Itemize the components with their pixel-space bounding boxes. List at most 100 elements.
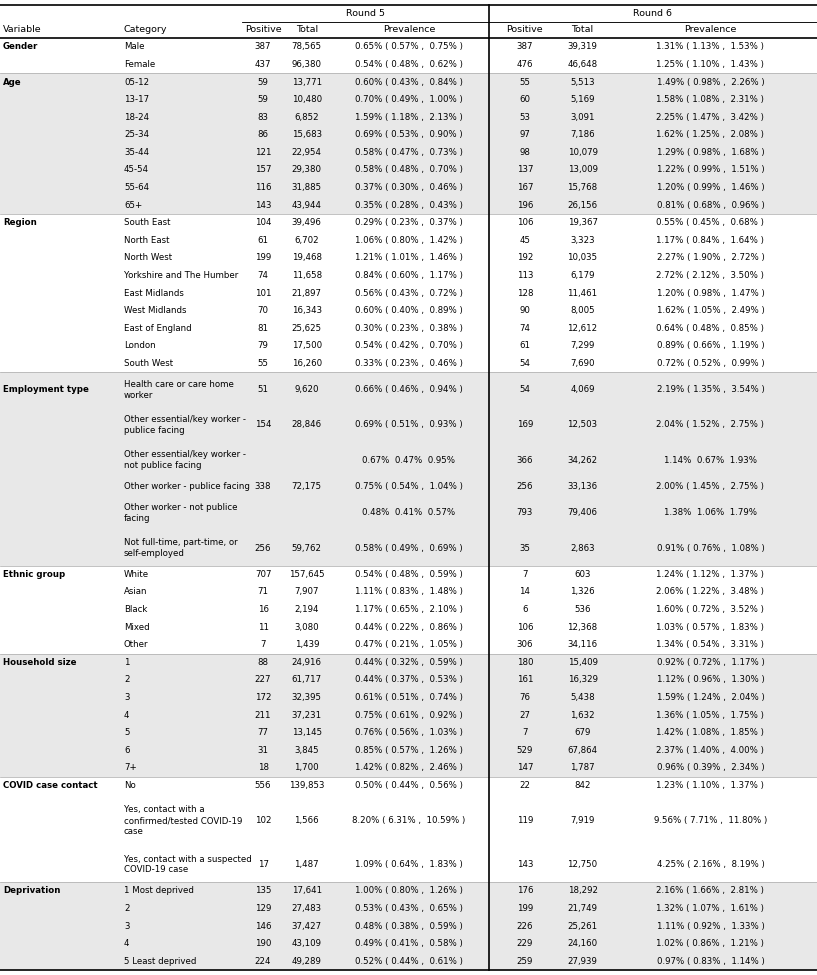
Text: 51: 51 <box>257 385 269 394</box>
Text: 0.58% ( 0.48% ,  0.70% ): 0.58% ( 0.48% , 0.70% ) <box>355 166 463 175</box>
Text: 27,939: 27,939 <box>568 956 597 965</box>
Text: 2: 2 <box>124 904 129 913</box>
Text: 2,863: 2,863 <box>570 543 595 553</box>
Text: 25-34: 25-34 <box>124 131 149 139</box>
Text: 7,919: 7,919 <box>570 816 595 825</box>
Text: Asian: Asian <box>124 588 147 597</box>
Text: 72,175: 72,175 <box>292 482 322 491</box>
Text: Female: Female <box>124 60 155 69</box>
Text: 1.42% ( 0.82% ,  2.46% ): 1.42% ( 0.82% , 2.46% ) <box>355 763 463 772</box>
Text: 74: 74 <box>257 271 269 280</box>
Text: 3,080: 3,080 <box>294 623 319 632</box>
Text: 59: 59 <box>257 96 269 104</box>
Text: 14: 14 <box>520 588 530 597</box>
Text: 1.58% ( 1.08% ,  2.31% ): 1.58% ( 1.08% , 2.31% ) <box>656 96 765 104</box>
Text: 24,916: 24,916 <box>292 658 322 667</box>
Text: 5,169: 5,169 <box>570 96 595 104</box>
Bar <box>0 372 817 408</box>
Text: 6: 6 <box>124 746 129 755</box>
Text: 0.70% ( 0.49% ,  1.00% ): 0.70% ( 0.49% , 1.00% ) <box>355 96 462 104</box>
Text: 17: 17 <box>257 860 269 869</box>
Text: 102: 102 <box>255 816 271 825</box>
Text: 3: 3 <box>124 693 129 702</box>
Text: West Midlands: West Midlands <box>124 306 186 315</box>
Text: 1.02% ( 0.86% ,  1.21% ): 1.02% ( 0.86% , 1.21% ) <box>656 939 765 948</box>
Text: 211: 211 <box>255 711 271 720</box>
Text: Prevalence: Prevalence <box>382 25 435 34</box>
Text: 1.00% ( 0.80% ,  1.26% ): 1.00% ( 0.80% , 1.26% ) <box>355 886 463 895</box>
Text: 45: 45 <box>520 236 530 245</box>
Text: 21,897: 21,897 <box>292 289 322 297</box>
Bar <box>0 688 817 706</box>
Text: 2,194: 2,194 <box>295 605 319 614</box>
Bar <box>0 337 817 355</box>
Bar <box>0 126 817 143</box>
Text: 1: 1 <box>124 658 129 667</box>
Bar <box>0 776 817 795</box>
Text: 7: 7 <box>261 641 266 649</box>
Text: 161: 161 <box>516 676 534 684</box>
Text: 27,483: 27,483 <box>292 904 322 913</box>
Text: 1.36% ( 1.05% ,  1.75% ): 1.36% ( 1.05% , 1.75% ) <box>656 711 765 720</box>
Text: 679: 679 <box>574 728 591 737</box>
Text: 18,292: 18,292 <box>568 886 597 895</box>
Text: 1.59% ( 1.24% ,  2.04% ): 1.59% ( 1.24% , 2.04% ) <box>657 693 764 702</box>
Text: 229: 229 <box>516 939 534 948</box>
Text: 31: 31 <box>257 746 269 755</box>
Bar <box>0 795 817 847</box>
Text: 1.21% ( 1.01% ,  1.46% ): 1.21% ( 1.01% , 1.46% ) <box>355 254 463 262</box>
Text: 1.23% ( 1.10% ,  1.37% ): 1.23% ( 1.10% , 1.37% ) <box>656 781 765 790</box>
Text: 101: 101 <box>255 289 271 297</box>
Bar <box>0 91 817 108</box>
Text: 0.49% ( 0.41% ,  0.58% ): 0.49% ( 0.41% , 0.58% ) <box>355 939 462 948</box>
Text: 86: 86 <box>257 131 269 139</box>
Text: 88: 88 <box>257 658 269 667</box>
Text: 12,503: 12,503 <box>568 420 597 429</box>
Text: 8,005: 8,005 <box>570 306 595 315</box>
Text: 137: 137 <box>516 166 534 175</box>
Text: Positive: Positive <box>507 25 543 34</box>
Text: Household size: Household size <box>3 658 77 667</box>
Bar <box>0 741 817 759</box>
Text: 196: 196 <box>516 201 534 210</box>
Bar <box>0 601 817 618</box>
Text: 45-54: 45-54 <box>124 166 149 175</box>
Text: 74: 74 <box>520 324 530 332</box>
Text: 437: 437 <box>255 60 271 69</box>
Text: 1.49% ( 0.98% ,  2.26% ): 1.49% ( 0.98% , 2.26% ) <box>657 78 764 87</box>
Text: 54: 54 <box>520 359 530 368</box>
Text: 0.92% ( 0.72% ,  1.17% ): 0.92% ( 0.72% , 1.17% ) <box>657 658 764 667</box>
Text: 32,395: 32,395 <box>292 693 322 702</box>
Text: 37,231: 37,231 <box>292 711 322 720</box>
Text: Mixed: Mixed <box>124 623 150 632</box>
Text: 338: 338 <box>255 482 271 491</box>
Bar <box>0 249 817 267</box>
Text: 7: 7 <box>522 569 528 579</box>
Bar <box>0 478 817 495</box>
Text: 05-12: 05-12 <box>124 78 149 87</box>
Text: 146: 146 <box>255 921 271 930</box>
Text: 12,750: 12,750 <box>568 860 597 869</box>
Text: 2: 2 <box>124 676 129 684</box>
Text: 256: 256 <box>255 543 271 553</box>
Text: Male: Male <box>124 42 145 52</box>
Text: Round 5: Round 5 <box>346 9 385 18</box>
Text: 19,468: 19,468 <box>292 254 322 262</box>
Text: 3,845: 3,845 <box>294 746 319 755</box>
Text: 98: 98 <box>520 148 530 157</box>
Text: Ethnic group: Ethnic group <box>3 569 65 579</box>
Text: 77: 77 <box>257 728 269 737</box>
Text: 13-17: 13-17 <box>124 96 149 104</box>
Text: 3,091: 3,091 <box>570 113 595 122</box>
Text: 5,438: 5,438 <box>570 693 595 702</box>
Text: 0.84% ( 0.60% ,  1.17% ): 0.84% ( 0.60% , 1.17% ) <box>355 271 463 280</box>
Text: Region: Region <box>3 218 37 227</box>
Text: East of England: East of England <box>124 324 191 332</box>
Text: 11: 11 <box>257 623 269 632</box>
Text: 18-24: 18-24 <box>124 113 149 122</box>
Text: 1.20% ( 0.99% ,  1.46% ): 1.20% ( 0.99% , 1.46% ) <box>657 183 764 192</box>
Text: 154: 154 <box>255 420 271 429</box>
Text: 13,771: 13,771 <box>292 78 322 87</box>
Text: 224: 224 <box>255 956 271 965</box>
Text: 55-64: 55-64 <box>124 183 149 192</box>
